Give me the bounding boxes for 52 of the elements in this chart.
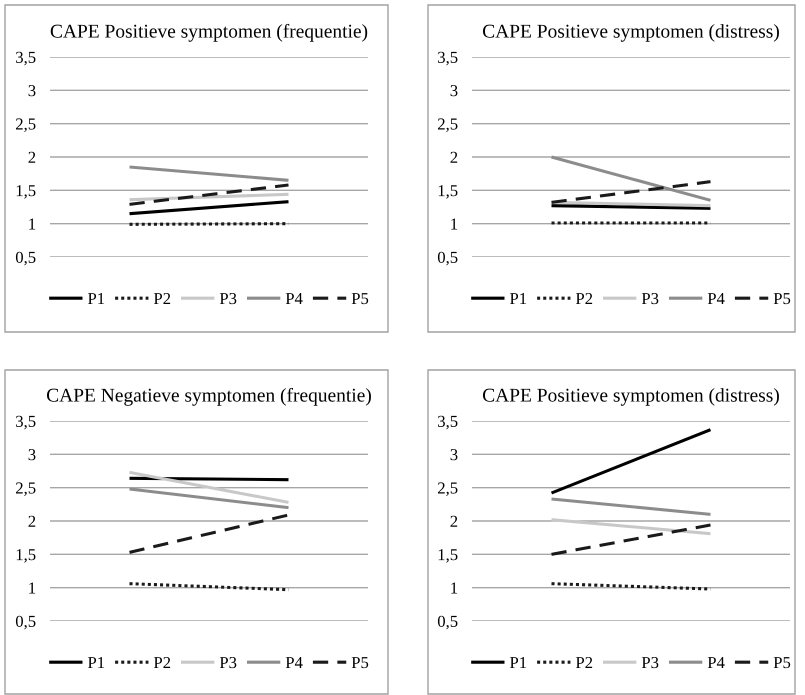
legend-label: P1 <box>510 292 526 304</box>
y-tick-label: 2,5 <box>438 482 458 496</box>
y-tick-label: 2 <box>28 516 36 527</box>
y-tick-label: 1 <box>29 582 36 594</box>
y-tick-label: 0,5 <box>16 616 36 630</box>
chart-title: CAPE Positieve symptomen (distress) <box>482 24 779 42</box>
chart-title: CAPE Positieve symptomen (distress) <box>482 388 779 406</box>
legend-label: P3 <box>642 656 658 668</box>
y-tick-label: 0,5 <box>16 252 36 266</box>
y-tick-label: 2 <box>450 152 458 163</box>
legend-label: P5 <box>352 293 368 304</box>
y-tick-label: 3,5 <box>438 52 458 66</box>
legend-label: P2 <box>154 656 170 668</box>
y-tick-label: 3,5 <box>16 52 36 66</box>
y-tick-label: 0,5 <box>438 616 458 630</box>
legend-label: P5 <box>352 657 368 668</box>
legend-label: P2 <box>576 656 592 668</box>
y-tick-label: 0,5 <box>438 252 458 266</box>
legend-label: P3 <box>220 292 236 304</box>
legend-label: P4 <box>708 293 725 304</box>
legend-label: P5 <box>774 293 790 304</box>
legend-label: P1 <box>88 292 104 304</box>
y-tick-label: 2,5 <box>438 118 458 132</box>
legend-label: P3 <box>642 292 658 304</box>
legend-label: P2 <box>154 292 170 304</box>
y-tick-label: 1 <box>451 582 458 594</box>
legend-label: P5 <box>774 657 790 668</box>
y-tick-label: 1 <box>29 218 36 230</box>
chart-title: CAPE Positieve symptomen (frequentie) <box>50 24 368 42</box>
y-tick-label: 1 <box>451 218 458 230</box>
y-tick-label: 1,5 <box>438 549 458 563</box>
legend-label: P4 <box>286 657 303 668</box>
y-tick-label: 1,5 <box>438 185 458 199</box>
y-tick-label: 3,5 <box>438 416 458 430</box>
y-tick-label: 3 <box>28 85 36 96</box>
y-tick-label: 3 <box>450 85 458 96</box>
y-tick-label: 3 <box>450 449 458 460</box>
legend-label: P4 <box>708 657 725 668</box>
y-tick-label: 2 <box>28 152 36 163</box>
legend-label: P3 <box>220 656 236 668</box>
chart-title: CAPE Negatieve symptomen (frequentie) <box>46 388 371 406</box>
legend-label: P1 <box>88 656 104 668</box>
y-tick-label: 2,5 <box>16 118 36 132</box>
legend-label: P2 <box>576 292 592 304</box>
y-tick-label: 3 <box>28 449 36 460</box>
legend-label: P4 <box>286 293 303 304</box>
y-tick-label: 2,5 <box>16 482 36 496</box>
legend-label: P1 <box>510 656 526 668</box>
y-tick-label: 1,5 <box>16 185 36 199</box>
y-tick-label: 1,5 <box>16 549 36 563</box>
y-tick-label: 2 <box>450 516 458 527</box>
y-tick-label: 3,5 <box>16 416 36 430</box>
